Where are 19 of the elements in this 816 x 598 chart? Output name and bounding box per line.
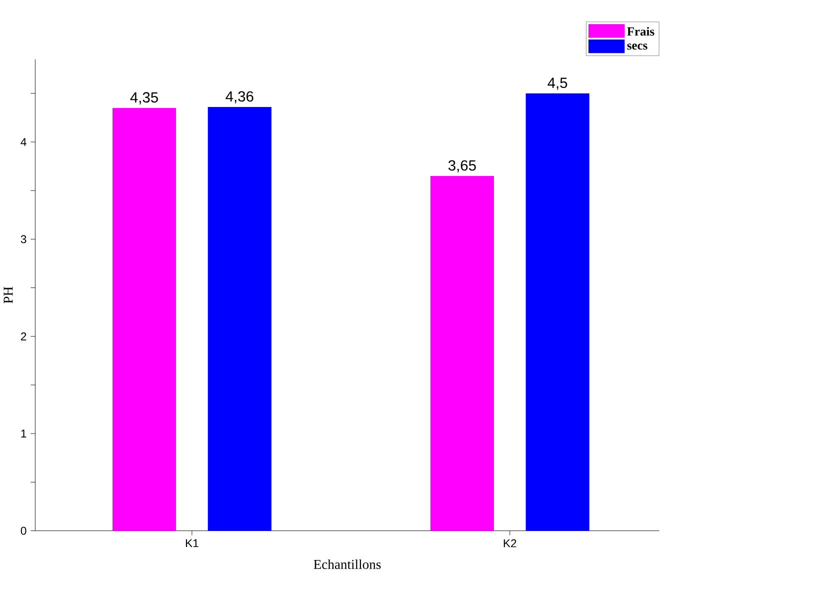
bar xyxy=(526,93,590,531)
data-label: 4,35 xyxy=(130,92,158,104)
x-axis-title: Echantillons xyxy=(314,560,381,570)
y-tick-label: 1 xyxy=(21,430,26,438)
y-tick-label: 4 xyxy=(20,138,26,146)
bar xyxy=(112,108,176,531)
data-label: 4,36 xyxy=(226,91,254,104)
y-axis-title: PH xyxy=(4,286,13,304)
x-tick-label: K1 xyxy=(186,539,198,548)
bar xyxy=(208,107,272,531)
bar xyxy=(430,176,494,531)
x-tick-label: K2 xyxy=(504,539,516,548)
legend-label: secs xyxy=(627,44,648,50)
data-label: 3,65 xyxy=(448,160,476,172)
y-tick-label: 3 xyxy=(20,235,26,244)
legend-label: Frais xyxy=(627,27,654,36)
data-label: 4,5 xyxy=(548,78,568,90)
y-tick-label: 0 xyxy=(20,526,26,535)
y-tick-label: 2 xyxy=(20,332,26,340)
